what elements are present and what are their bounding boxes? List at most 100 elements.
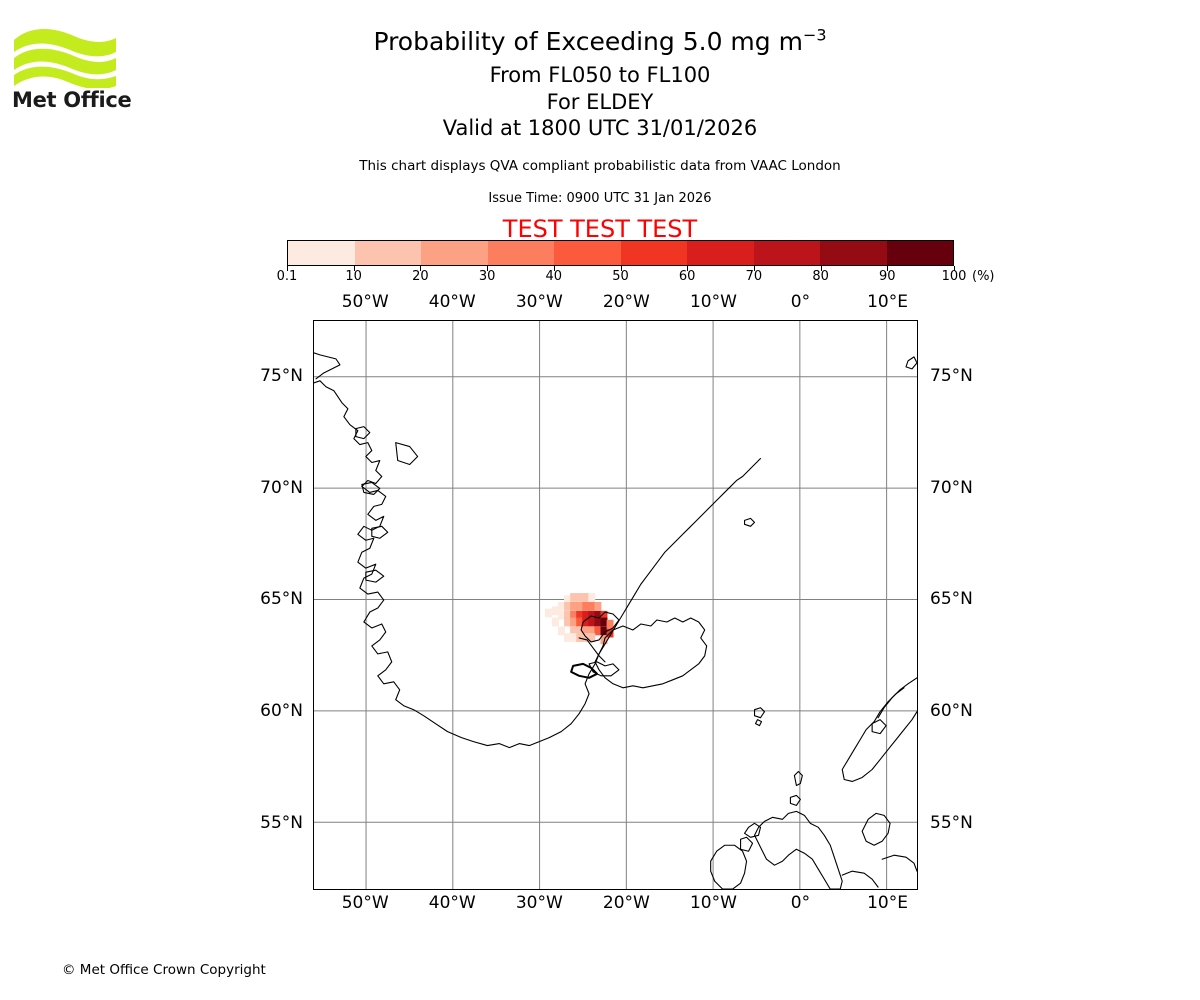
greenland-fjord-detail-3 (371, 525, 389, 539)
greenland-fjord-detail-2 (361, 481, 381, 495)
colorbar-ticks (287, 266, 955, 276)
iceland-coastline (594, 617, 708, 689)
ash-cell (570, 626, 578, 636)
great-britain-coastline (753, 810, 843, 889)
lat-label-right-65°N: 65°N (930, 589, 973, 610)
lon-label-top-10°E: 10°E (867, 292, 908, 312)
colorbar-unit-label: (%) (972, 269, 995, 284)
ash-cell (600, 635, 608, 645)
ash-cell (594, 626, 602, 636)
map-plot-area[interactable] (313, 320, 918, 890)
lat-label-right-55°N: 55°N (930, 812, 973, 833)
ash-cell (558, 626, 565, 636)
lat-label-left-60°N: 60°N (260, 701, 303, 722)
met-office-logo: Met Office (12, 26, 132, 116)
lat-label-right-60°N: 60°N (930, 701, 973, 722)
lat-label-left-75°N: 75°N (260, 365, 303, 386)
ash-cell (570, 617, 578, 627)
scotland-west-coast (740, 836, 754, 852)
map-gridlines (314, 321, 917, 889)
north-sea-coast (881, 854, 917, 872)
lat-label-right-75°N: 75°N (930, 365, 973, 386)
colorbar-tick-3 (487, 266, 489, 271)
ash-cell (606, 619, 614, 629)
colorbar-tick-label-0.1: 0.1 (276, 269, 298, 284)
validity-subtitle: Valid at 1800 UTC 31/01/2026 (442, 116, 758, 140)
ash-cell (576, 626, 584, 636)
ash-cell (564, 601, 571, 611)
ash-cell (582, 593, 590, 602)
colorbar-segment-2 (421, 241, 488, 265)
ash-cell (582, 633, 590, 642)
shetland-islands (793, 770, 803, 787)
colorbar-tick-6 (687, 266, 689, 271)
lon-label-bottom-40°W: 40°W (428, 893, 476, 913)
lon-label-top-0°: 0° (790, 292, 811, 312)
ash-cell (570, 610, 578, 620)
colorbar-tick-0 (287, 266, 288, 271)
met-office-wordmark: Met Office (12, 88, 132, 112)
lon-label-bottom-10°W: 10°W (689, 893, 737, 913)
ash-cell (564, 595, 571, 605)
colorbar-segment-4 (554, 241, 621, 265)
colorbar-tick-label-60: 60 (678, 269, 696, 284)
colorbar-tick-4 (553, 266, 555, 271)
norway-fjord-detail (871, 719, 887, 735)
location-subtitle: For ELDEY (546, 90, 654, 114)
ash-cell (600, 617, 608, 627)
map-canvas (314, 321, 917, 889)
flight-level-subtitle: From FL050 to FL100 (489, 63, 711, 87)
svalbard-island (905, 356, 917, 370)
colorbar-segment-8 (820, 241, 887, 265)
ash-cell (582, 626, 590, 636)
colorbar-tick-label-50: 50 (612, 269, 629, 284)
colorbar-tick-10 (954, 266, 955, 271)
ireland-coastline (710, 844, 748, 889)
ash-cell (570, 633, 578, 642)
colorbar-segment-0 (288, 241, 355, 265)
lon-label-bottom-0°: 0° (790, 893, 811, 913)
ash-cell (564, 610, 571, 620)
ash-cell (594, 610, 602, 620)
greenland-fjord-detail-4 (365, 569, 385, 583)
colorbar-tick-label-100: 100 (941, 269, 967, 284)
colorbar-segment-7 (753, 241, 820, 265)
lon-label-bottom-20°W: 20°W (602, 893, 650, 913)
lat-label-left-65°N: 65°N (260, 589, 303, 610)
faroe-islands (753, 707, 766, 719)
iceland-westfjords (580, 611, 620, 643)
lon-label-top-50°W: 50°W (341, 292, 389, 312)
colorbar-tick-labels: 0.1 10 20 30 40 50 60 70 80 90 100 (277, 269, 967, 287)
eldey-source-area (570, 662, 599, 679)
colorbar-segment-5 (620, 241, 687, 265)
colorbar-tick-label-80: 80 (812, 269, 829, 284)
ash-cell (576, 593, 584, 602)
probability-colorbar (287, 240, 954, 266)
colorbar-tick-1 (353, 266, 355, 271)
colorbar-tick-9 (887, 266, 889, 271)
colorbar-segment-3 (487, 241, 554, 265)
reykjanes-peninsula (588, 661, 620, 677)
lon-label-top-40°W: 40°W (428, 292, 476, 312)
ash-cell (600, 610, 608, 620)
ash-cell (551, 606, 559, 616)
ash-cell (564, 617, 571, 627)
lon-label-bottom-30°W: 30°W (515, 893, 563, 913)
colorbar-gradient (287, 240, 954, 266)
lat-label-left-70°N: 70°N (260, 477, 303, 498)
issue-time: Issue Time: 0900 UTC 31 Jan 2026 (488, 191, 712, 206)
lat-label-left-55°N: 55°N (260, 812, 303, 833)
orkney-islands (789, 794, 801, 806)
netherlands-coast (841, 870, 879, 888)
ash-cell (582, 617, 590, 627)
ash-cell (544, 608, 552, 618)
greenland-north-coastline (314, 352, 341, 380)
colorbar-tick-7 (753, 266, 755, 271)
coastline-layer (314, 352, 917, 889)
ash-cell (594, 617, 602, 627)
ash-cell (594, 601, 602, 611)
ash-cell (576, 610, 584, 620)
ash-cell (576, 601, 584, 611)
ash-cell (570, 593, 578, 602)
colorbar-tick-label-70: 70 (745, 269, 763, 284)
